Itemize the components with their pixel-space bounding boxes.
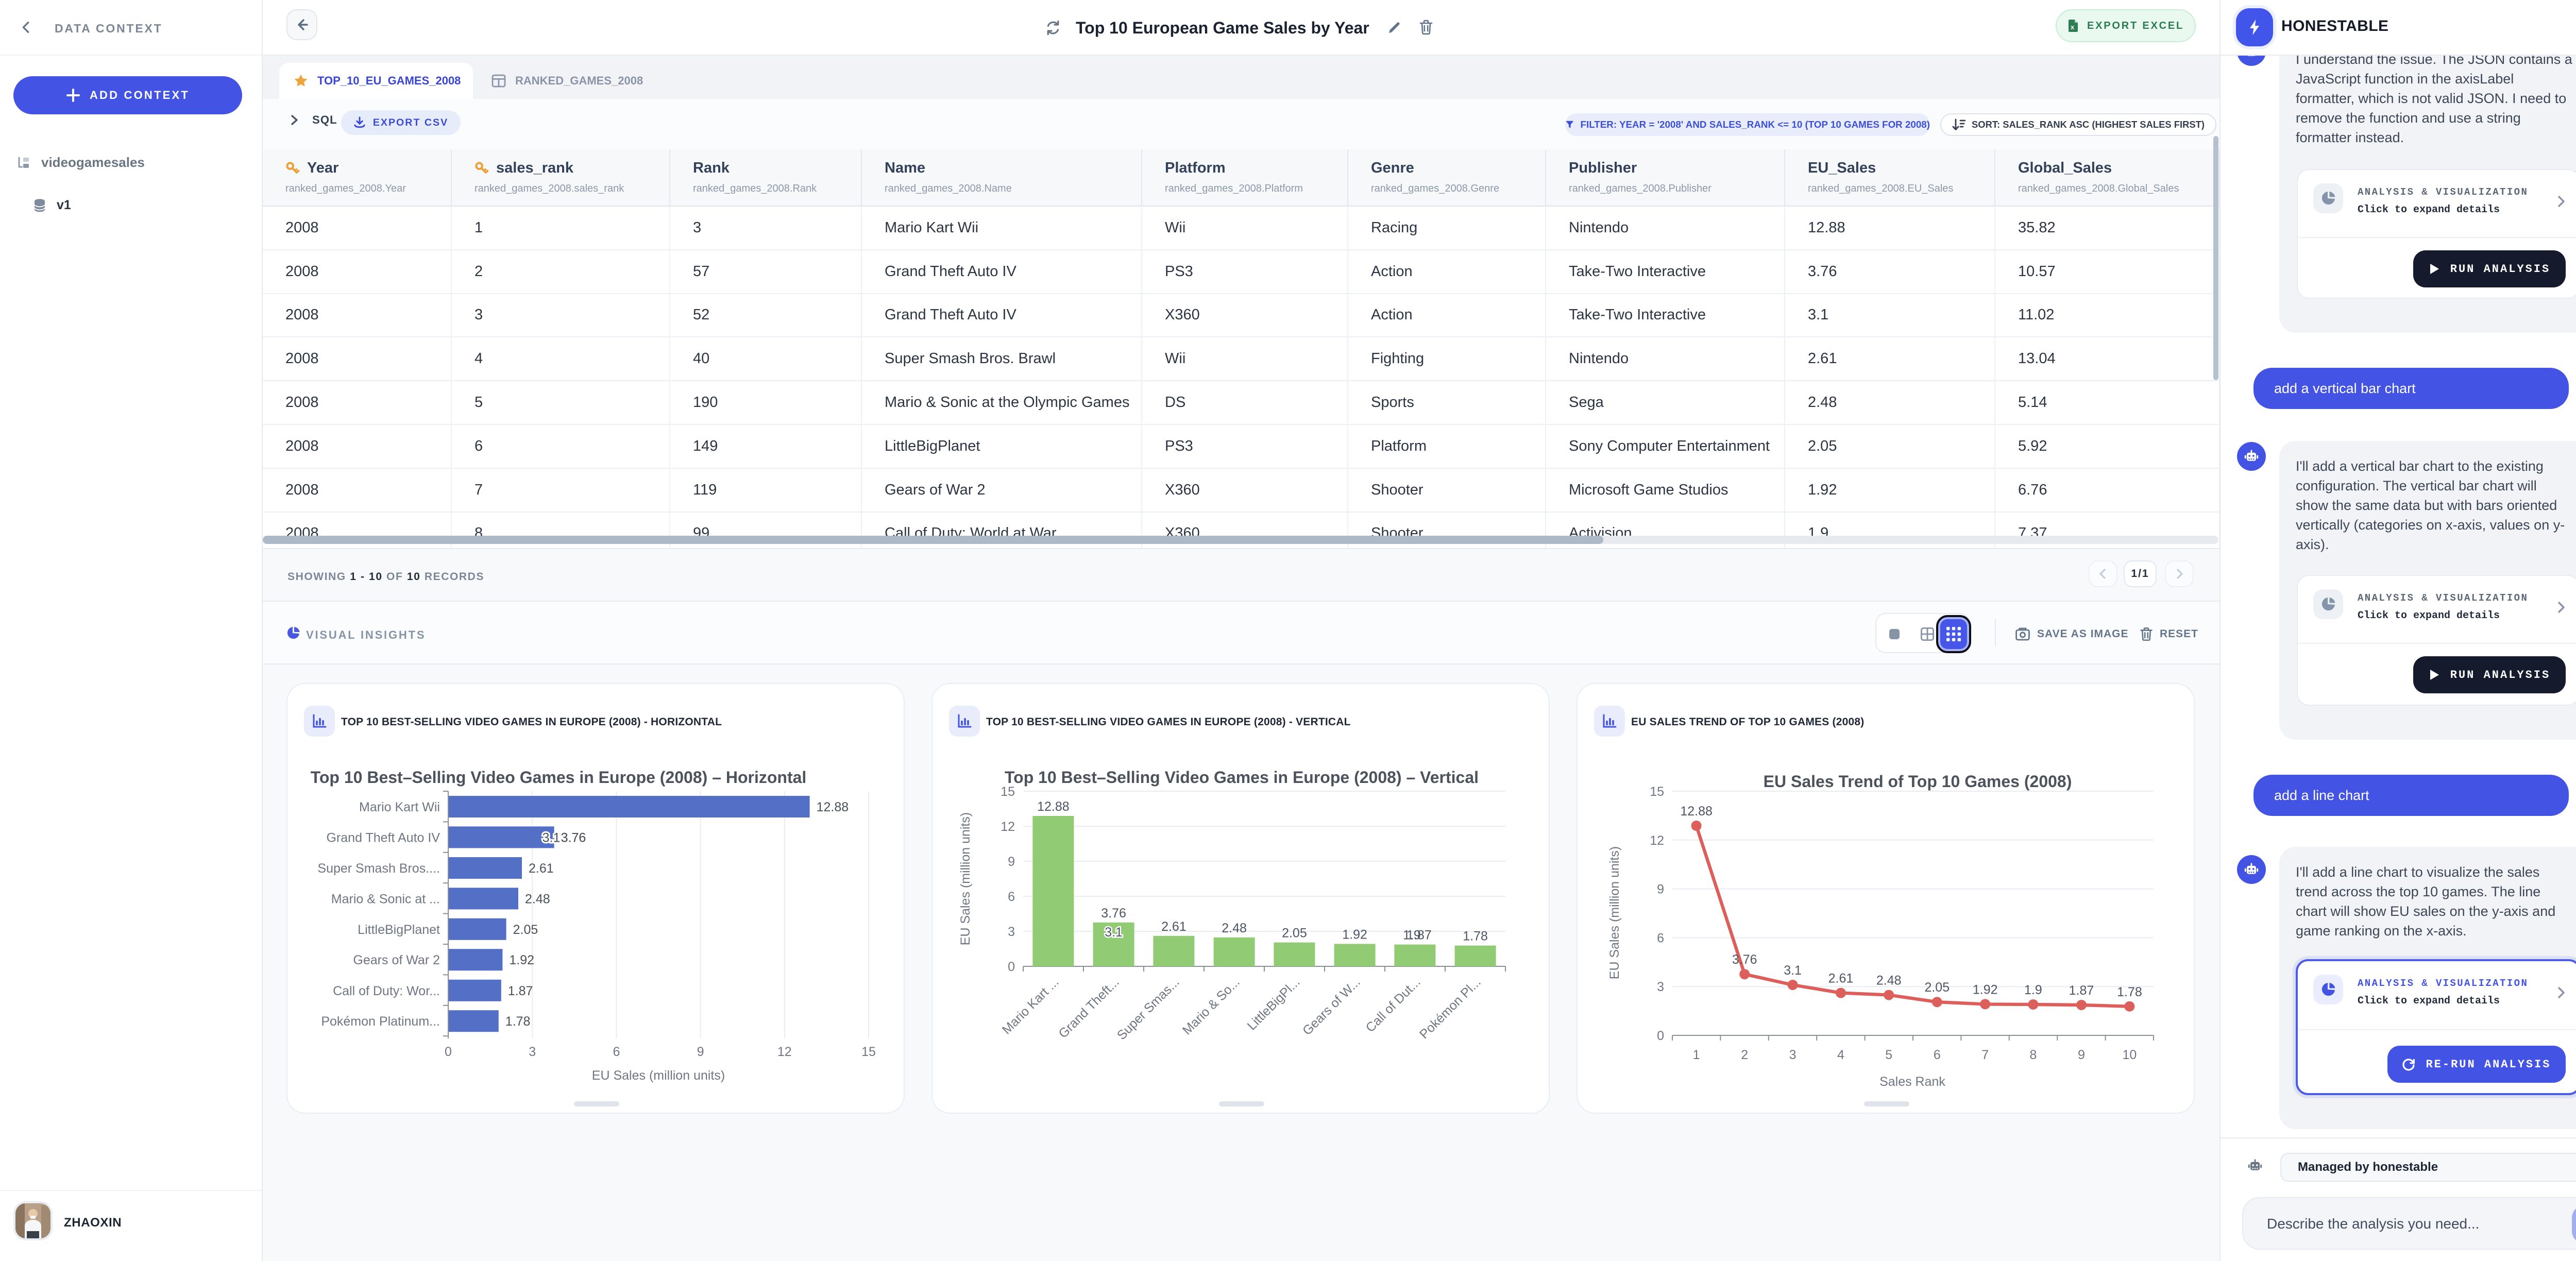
svg-text:3.1: 3.1 [1784,963,1802,978]
svg-text:12: 12 [1001,820,1015,834]
svg-text:12.88: 12.88 [1037,799,1070,814]
svg-text:Call of Duty: Wor...: Call of Duty: Wor... [333,984,440,998]
svg-text:3: 3 [1789,1048,1797,1062]
svg-text:Mario Kart Wii: Mario Kart Wii [359,800,440,814]
svg-text:Top 10 Best–Selling Video Game: Top 10 Best–Selling Video Games in Europ… [311,768,807,787]
svg-text:0: 0 [1008,960,1015,974]
svg-text:EU Sales (million units): EU Sales (million units) [592,1068,725,1083]
svg-text:Super Smas...: Super Smas... [1114,975,1182,1043]
svg-text:12.88: 12.88 [817,800,849,814]
svg-text:2.48: 2.48 [1222,921,1247,935]
svg-text:3: 3 [1657,980,1664,994]
svg-text:5: 5 [1885,1048,1892,1062]
svg-text:1: 1 [1693,1048,1700,1062]
svg-text:4: 4 [1837,1048,1844,1062]
svg-text:15: 15 [1001,785,1015,799]
svg-text:3.76: 3.76 [1732,952,1757,967]
svg-text:Grand Theft...: Grand Theft... [1056,975,1122,1041]
svg-text:Mario & Sonic at ...: Mario & Sonic at ... [331,892,440,906]
svg-text:Mario Kart ...: Mario Kart ... [999,975,1062,1037]
svg-text:2.05: 2.05 [1282,926,1307,941]
svg-text:3.76: 3.76 [561,830,586,845]
svg-text:1.87: 1.87 [508,984,533,998]
svg-text:6: 6 [1008,890,1015,904]
svg-text:Gears of War 2: Gears of War 2 [353,953,440,967]
svg-text:1.92: 1.92 [1342,927,1367,942]
svg-text:2.48: 2.48 [525,892,550,906]
svg-text:6: 6 [1934,1048,1941,1062]
svg-text:9: 9 [1008,855,1015,869]
svg-text:9: 9 [697,1045,704,1059]
svg-text:3.1: 3.1 [543,830,561,845]
svg-text:1.87: 1.87 [1406,928,1432,943]
svg-text:9: 9 [1657,882,1664,897]
svg-text:1.78: 1.78 [1463,929,1488,944]
svg-text:3: 3 [529,1045,536,1059]
svg-text:1.9: 1.9 [2024,983,2042,997]
svg-text:Top 10 Best–Selling Video Game: Top 10 Best–Selling Video Games in Europ… [1005,768,1479,787]
svg-text:1.92: 1.92 [509,953,534,967]
svg-text:1.78: 1.78 [505,1014,531,1029]
svg-text:3.76: 3.76 [1101,906,1126,921]
svg-text:Gears of W...: Gears of W... [1300,975,1363,1038]
svg-text:7: 7 [1981,1048,1989,1062]
svg-text:2.48: 2.48 [1876,974,1902,988]
svg-text:1.92: 1.92 [1973,982,1998,997]
svg-text:2.05: 2.05 [513,923,538,937]
svg-text:3: 3 [1008,925,1015,939]
svg-text:EU Sales Trend of Top 10 Games: EU Sales Trend of Top 10 Games (2008) [1764,772,2072,791]
svg-text:0: 0 [445,1045,452,1059]
svg-text:9: 9 [2078,1048,2085,1062]
svg-text:0: 0 [1657,1029,1664,1043]
svg-text:1.87: 1.87 [2069,983,2094,998]
svg-text:8: 8 [2029,1048,2037,1062]
svg-text:Super Smash Bros....: Super Smash Bros.... [317,861,440,876]
svg-text:2: 2 [1741,1048,1748,1062]
svg-text:12: 12 [1650,833,1664,848]
svg-text:1.78: 1.78 [2117,985,2142,999]
svg-text:6: 6 [1657,931,1664,945]
svg-text:Grand Theft Auto IV: Grand Theft Auto IV [326,830,440,845]
svg-text:3.1: 3.1 [1105,925,1123,940]
svg-text:3.76: 3.76 [561,830,586,845]
svg-text:15: 15 [861,1045,876,1059]
svg-text:10: 10 [2122,1048,2137,1062]
svg-text:2.05: 2.05 [1924,980,1950,995]
svg-text:EU Sales (million units): EU Sales (million units) [1607,846,1622,979]
svg-text:Call of Dut...: Call of Dut... [1363,975,1423,1035]
svg-text:1.9: 1.9 [1403,928,1421,943]
svg-text:Pokémon Pl...: Pokémon Pl... [1417,975,1484,1042]
svg-text:2.61: 2.61 [1161,919,1187,934]
svg-text:Sales Rank: Sales Rank [1879,1075,1945,1089]
svg-text:12.88: 12.88 [1680,804,1713,819]
svg-text:LittleBigPl...: LittleBigPl... [1244,975,1302,1033]
svg-text:Mario & So...: Mario & So... [1180,975,1243,1037]
svg-text:EU Sales (million units): EU Sales (million units) [958,812,973,945]
svg-text:6: 6 [613,1045,620,1059]
svg-text:x: x [2071,23,2076,31]
svg-text:2.61: 2.61 [1828,972,1854,986]
svg-text:2.61: 2.61 [529,861,554,876]
svg-text:12: 12 [777,1045,792,1059]
svg-text:15: 15 [1650,785,1664,799]
svg-text:Pokémon Platinum...: Pokémon Platinum... [321,1014,440,1029]
svg-text:LittleBigPlanet: LittleBigPlanet [358,923,440,937]
